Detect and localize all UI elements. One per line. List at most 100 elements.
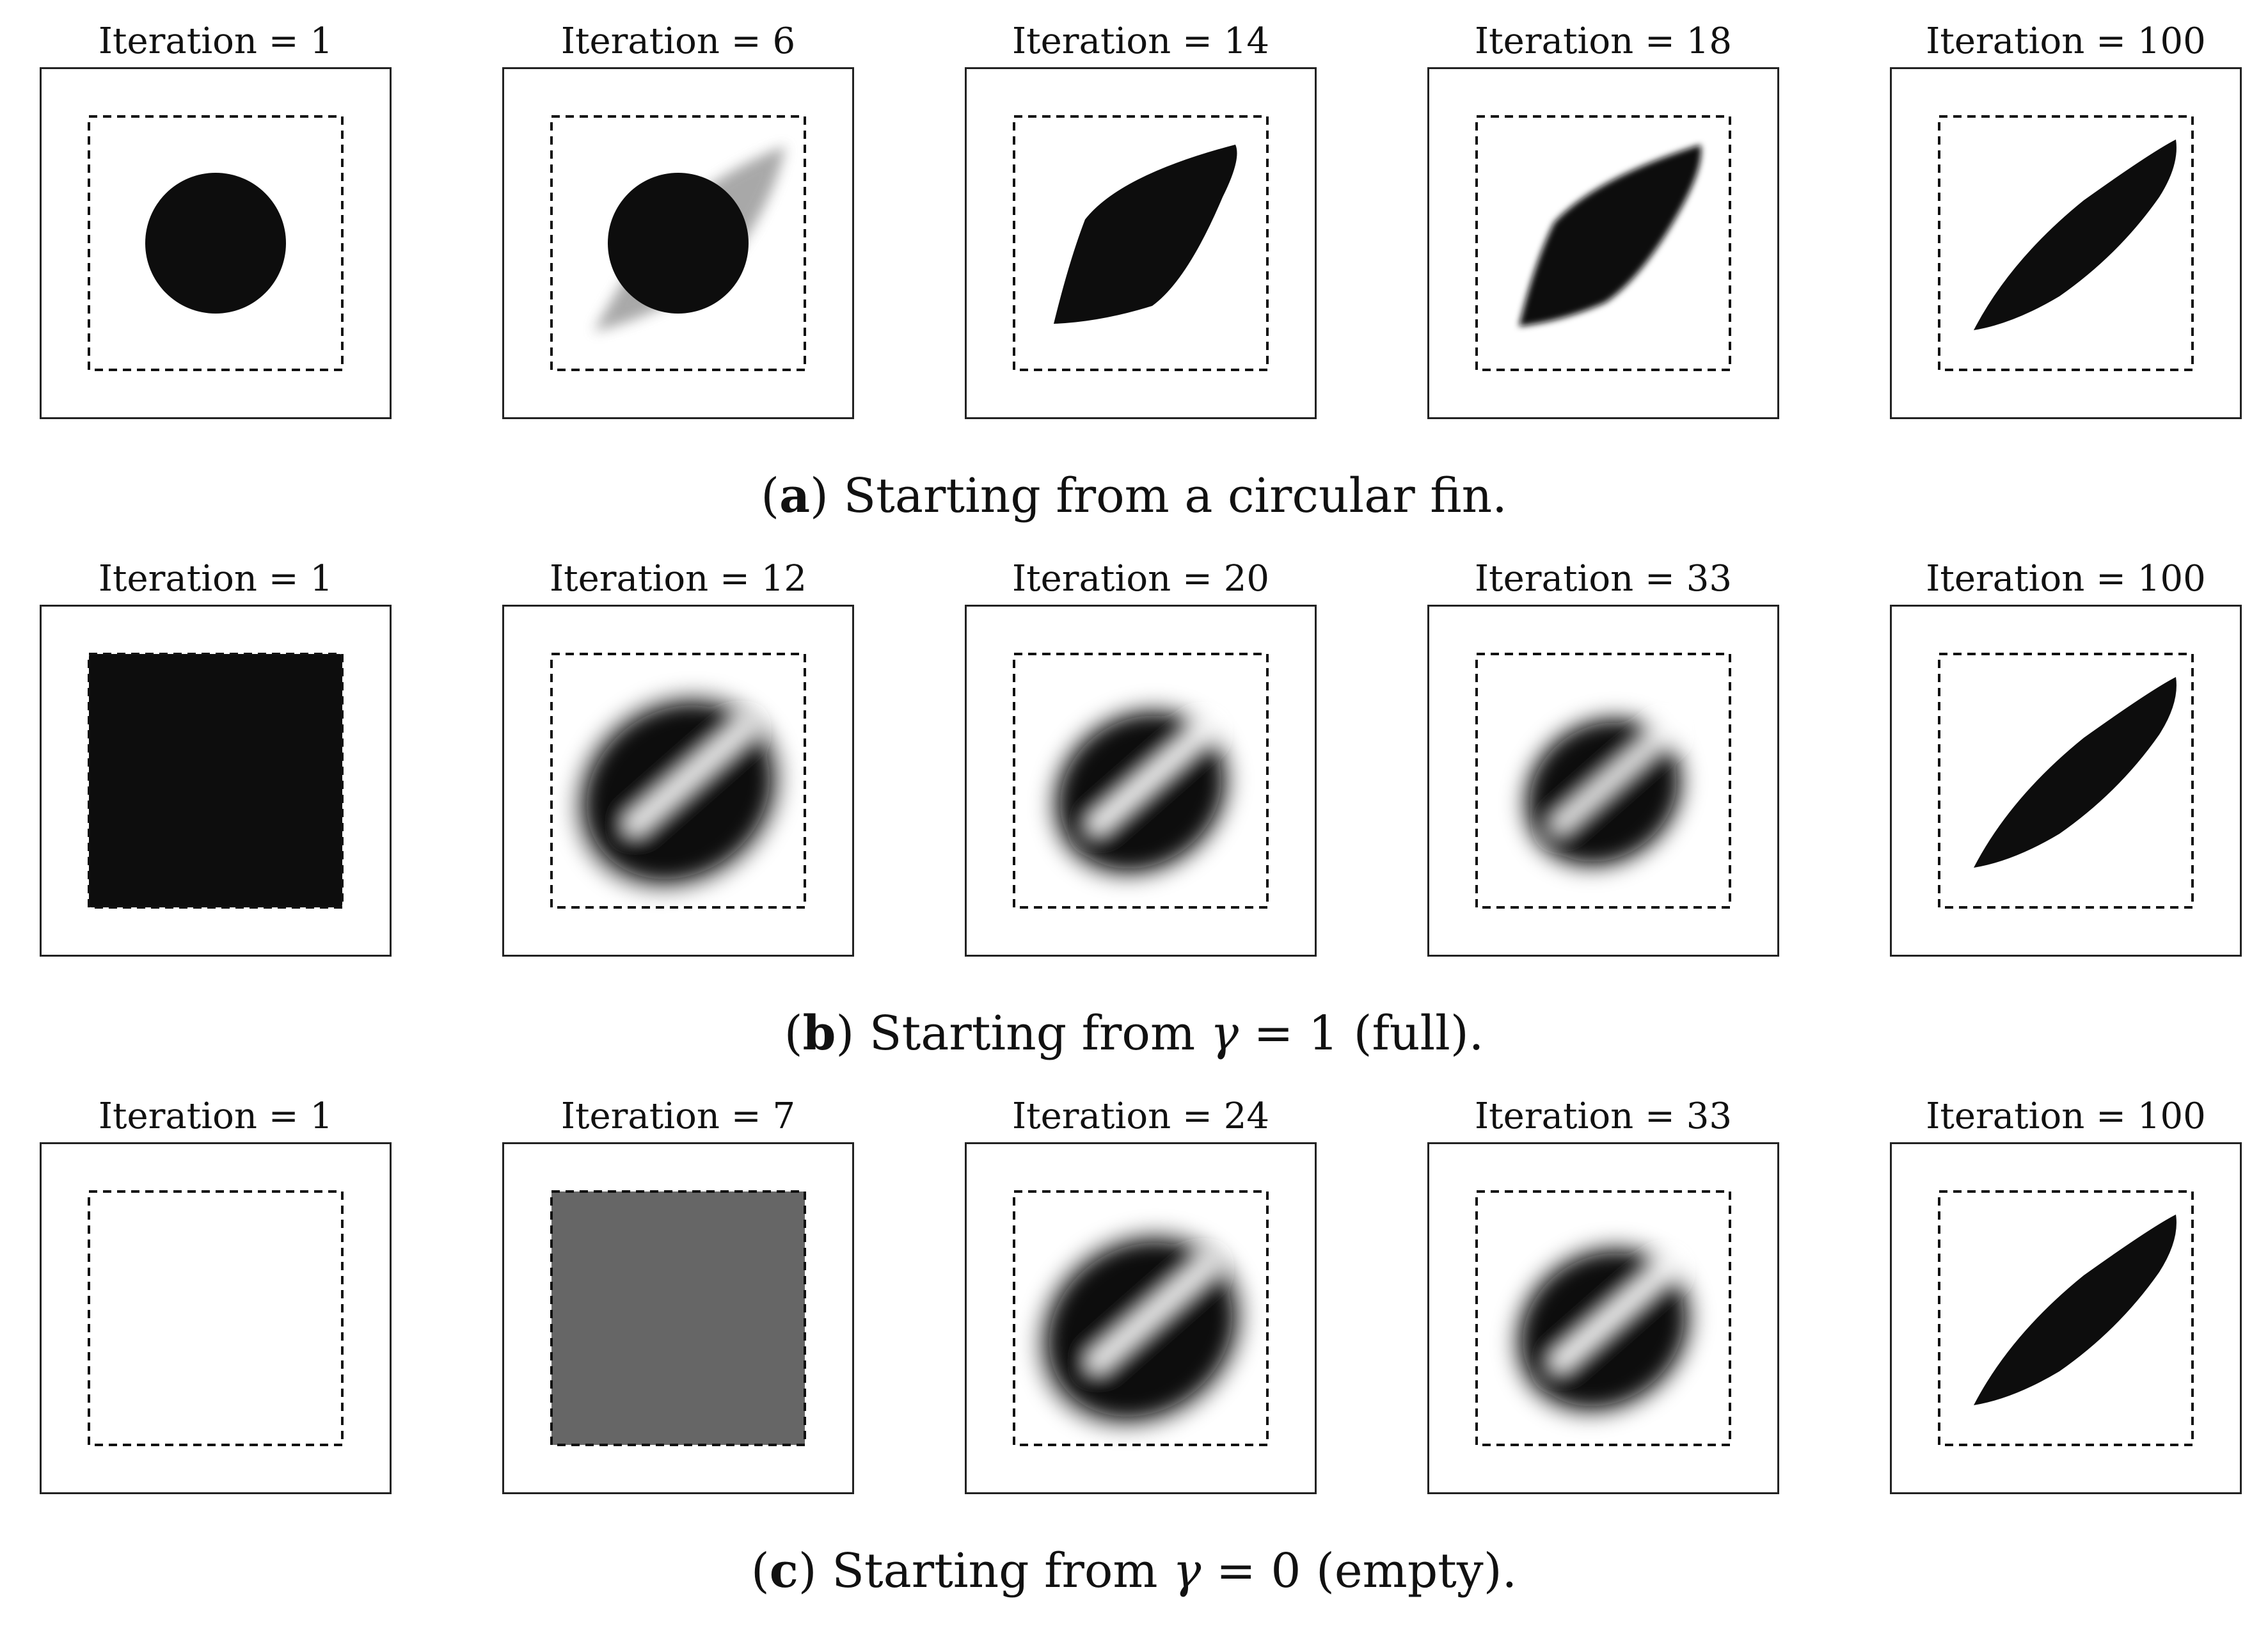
title-prefix: Iteration <box>1012 1096 1171 1137</box>
figure-row-c: Iteration = 1 Iteration = 7 Iteration = … <box>0 1094 2268 1542</box>
iteration-number: 7 <box>772 1096 796 1137</box>
fin-channel <box>1551 722 1675 833</box>
design-region-dashed-border <box>88 653 344 909</box>
title-prefix: Iteration <box>1926 1096 2085 1137</box>
design-domain-frame <box>502 1142 854 1494</box>
subcaption-letter: a <box>779 468 811 523</box>
iteration-number: 14 <box>1223 20 1269 62</box>
title-equals: = <box>731 20 761 62</box>
title-prefix: Iteration <box>1012 558 1171 600</box>
design-image <box>1013 115 1269 371</box>
fin-channel <box>1551 1259 1676 1371</box>
design-image <box>1938 653 2194 909</box>
iteration-number: 12 <box>761 558 807 600</box>
title-equals: = <box>1644 20 1675 62</box>
design-domain-frame <box>502 605 854 957</box>
panel-title: Iteration = 6 <box>464 19 892 64</box>
title-equals: = <box>268 20 299 62</box>
iteration-number: 24 <box>1223 1096 1269 1137</box>
title-equals: = <box>2096 1096 2127 1137</box>
design-region-dashed-border <box>550 115 806 371</box>
subcaption-text-after: = 0 (empty). <box>1201 1543 1518 1598</box>
title-equals: = <box>719 558 750 600</box>
design-domain-frame <box>1427 1142 1779 1494</box>
design-image <box>1013 653 1269 909</box>
title-equals: = <box>268 1096 299 1137</box>
design-image <box>1013 1190 1269 1446</box>
panel-a-3: Iteration = 14 <box>965 19 1317 429</box>
panel-b-3: Iteration = 20 <box>965 557 1317 966</box>
design-image <box>550 115 806 371</box>
title-prefix: Iteration <box>560 1096 720 1137</box>
title-equals: = <box>268 558 299 600</box>
title-prefix: Iteration <box>1475 558 1634 600</box>
subcaption-letter: c <box>769 1543 798 1598</box>
design-image <box>88 1190 344 1446</box>
design-domain-frame <box>1890 67 2242 419</box>
title-equals: = <box>1644 558 1675 600</box>
title-prefix: Iteration <box>1926 20 2085 62</box>
design-domain-frame <box>965 605 1317 957</box>
title-prefix: Iteration <box>98 20 257 62</box>
title-prefix: Iteration <box>98 1096 257 1137</box>
design-image <box>1938 115 2194 371</box>
title-equals: = <box>731 1096 761 1137</box>
design-image <box>1475 1190 1731 1446</box>
title-prefix: Iteration <box>1012 20 1171 62</box>
design-region-dashed-border <box>550 653 806 909</box>
design-domain-frame <box>1427 605 1779 957</box>
design-domain-frame <box>40 605 392 957</box>
panel-title: Iteration = 33 <box>1389 557 1818 602</box>
iteration-number: 1 <box>310 20 333 62</box>
fin-blob-group <box>1033 1228 1248 1431</box>
panel-a-4: Iteration = 18 <box>1427 19 1779 429</box>
design-domain-frame <box>965 1142 1317 1494</box>
panel-c-3: Iteration = 24 <box>965 1094 1317 1504</box>
fin-shape-circle <box>608 173 749 314</box>
iteration-number: 20 <box>1223 558 1269 600</box>
panel-b-5: Iteration = 100 <box>1890 557 2242 966</box>
iteration-number: 1 <box>310 558 333 600</box>
fin-shape <box>1519 145 1701 326</box>
design-region-dashed-border <box>1013 1190 1269 1446</box>
subcaption-b: (b) Starting from γ = 1 (full). <box>784 1006 1484 1061</box>
title-prefix: Iteration <box>98 558 257 600</box>
title-prefix: Iteration <box>1475 1096 1634 1137</box>
title-prefix: Iteration <box>1926 558 2085 600</box>
design-region-dashed-border <box>550 1190 806 1446</box>
panel-c-4: Iteration = 33 <box>1427 1094 1779 1504</box>
fin-blob-group <box>1518 711 1689 873</box>
panel-title: Iteration = 20 <box>926 557 1355 602</box>
fin-blob-group <box>571 690 786 894</box>
design-region-dashed-border <box>1938 1190 2194 1446</box>
figure-row-b: Iteration = 1 Iteration = 12 Iteration =… <box>0 557 2268 1005</box>
design-region-dashed-border <box>1938 115 2194 371</box>
iteration-number: 100 <box>2137 20 2206 62</box>
subcaption-gamma: γ <box>1173 1543 1201 1598</box>
design-domain-frame <box>1427 67 1779 419</box>
title-equals: = <box>1182 20 1212 62</box>
title-equals: = <box>2096 20 2127 62</box>
design-image <box>1938 1190 2194 1446</box>
subcaption-gamma: γ <box>1210 1006 1239 1061</box>
panel-c-5: Iteration = 100 <box>1890 1094 2242 1504</box>
panel-title: Iteration = 100 <box>1852 1094 2268 1139</box>
panel-title: Iteration = 14 <box>926 19 1355 64</box>
design-domain-frame <box>965 67 1317 419</box>
subcaption-a: (a) Starting from a circular fin. <box>761 468 1507 523</box>
panel-b-2: Iteration = 12 <box>502 557 854 966</box>
panel-title: Iteration = 33 <box>1389 1094 1818 1139</box>
fin-channel <box>1088 722 1213 834</box>
subcaption-text-after: = 1 (full). <box>1238 1006 1484 1061</box>
title-prefix: Iteration <box>560 20 720 62</box>
panel-b-4: Iteration = 33 <box>1427 557 1779 966</box>
panel-title: Iteration = 12 <box>464 557 892 602</box>
fin-blob-group <box>1509 1240 1698 1419</box>
panel-a-1: Iteration = 1 <box>40 19 392 429</box>
fin-shape-leaf <box>1974 677 2177 868</box>
fin-shape-leaf <box>1974 139 2177 330</box>
panel-title: Iteration = 1 <box>1 1094 430 1139</box>
iteration-number: 100 <box>2137 1096 2206 1137</box>
design-region-dashed-border <box>1475 1190 1731 1446</box>
design-domain-frame <box>1890 605 2242 957</box>
